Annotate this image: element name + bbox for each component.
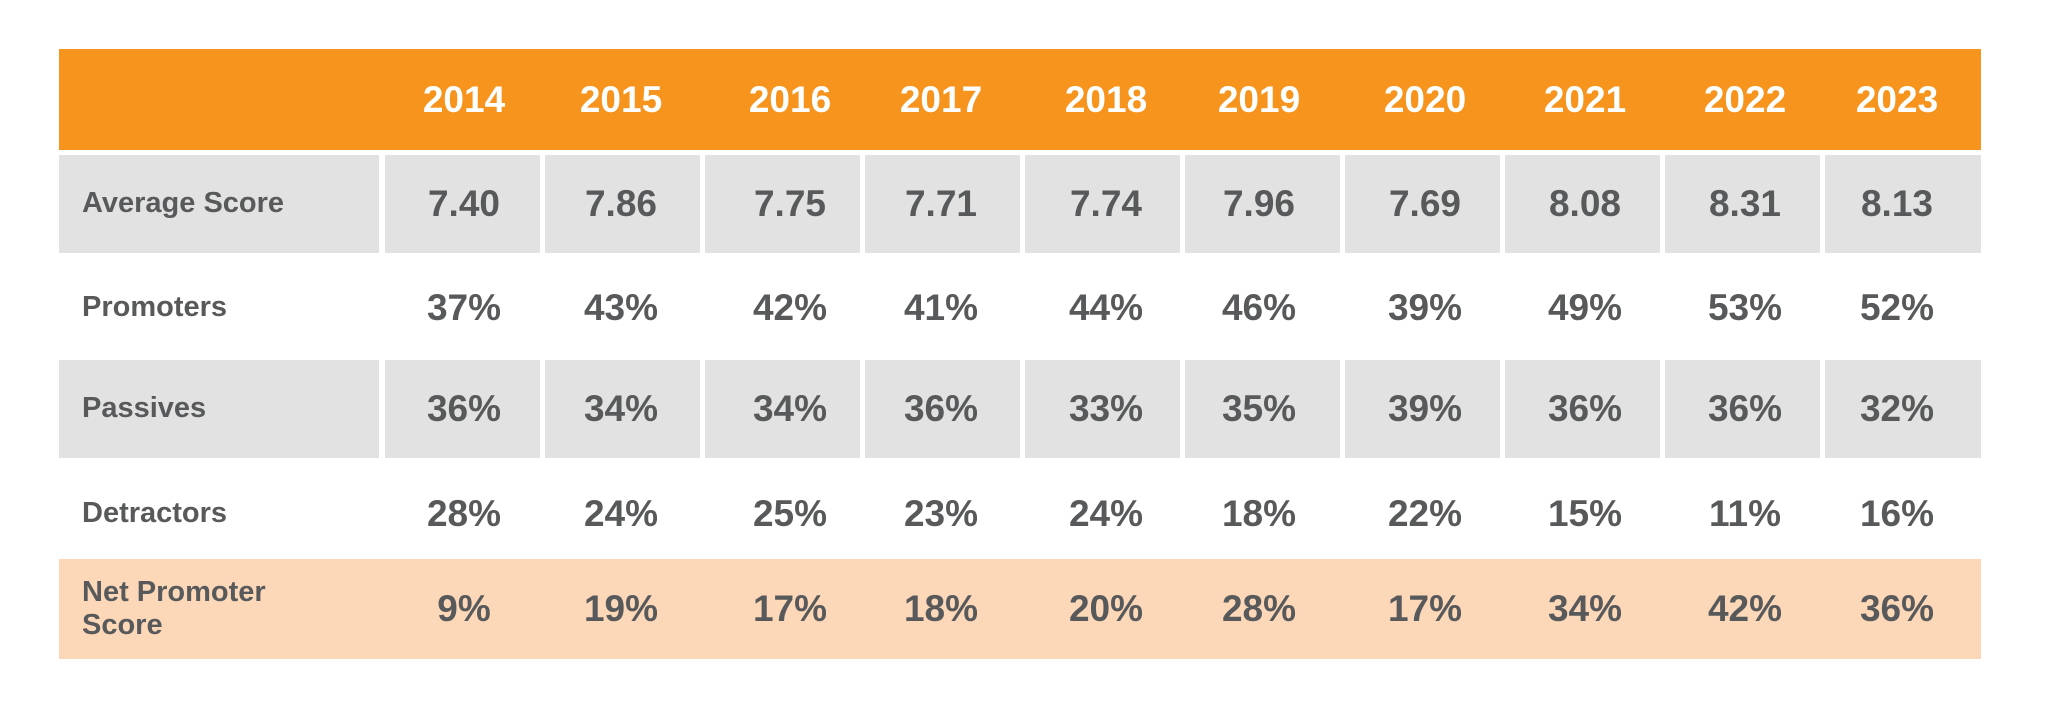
cell-promoters-2016: 42%: [752, 287, 828, 328]
cell-passives-2019: 35%: [1221, 388, 1297, 429]
column-header-2017: 2017: [899, 78, 983, 120]
cell-bg-average-score-2020: [1345, 155, 1500, 253]
cell-net-promoter-score-2023: 36%: [1859, 588, 1935, 629]
row-label-promoters: Promoters: [59, 259, 379, 357]
column-header-2015: 2015: [579, 78, 663, 120]
cell-bg-passives-2015: [545, 360, 700, 458]
row-label-average-score: Average Score: [59, 155, 379, 253]
cell-passives-2016: 34%: [752, 388, 828, 429]
cell-promoters-2019: 46%: [1221, 287, 1297, 328]
cell-net-promoter-score-2018: 20%: [1068, 588, 1144, 629]
cell-bg-passives-2021: [1505, 360, 1660, 458]
cell-bg-average-score-2017: [865, 155, 1020, 253]
cell-bg-passives-2016: [705, 360, 860, 458]
cell-passives-2018: 33%: [1068, 388, 1144, 429]
cell-detractors-2022: 11%: [1708, 493, 1781, 534]
cell-bg-average-score-2018: [1025, 155, 1180, 253]
cell-average-score-2015: 7.86: [584, 183, 657, 224]
row-label-passives: Passives: [59, 360, 379, 458]
cell-average-score-2017: 7.71: [904, 183, 977, 224]
row-label-text: Promoters: [82, 291, 228, 324]
column-header-2022: 2022: [1703, 78, 1787, 120]
cell-detractors-2020: 22%: [1387, 493, 1463, 534]
column-header-2023: 2023: [1855, 78, 1939, 120]
column-header-2016: 2016: [748, 78, 832, 120]
cell-passives-2014: 36%: [426, 388, 502, 429]
cell-promoters-2023: 52%: [1859, 287, 1935, 328]
cell-passives-2021: 36%: [1547, 388, 1623, 429]
cell-promoters-2021: 49%: [1547, 287, 1623, 328]
column-header-2018: 2018: [1064, 78, 1148, 120]
cell-passives-2023: 32%: [1859, 388, 1935, 429]
cell-average-score-2019: 7.96: [1222, 183, 1295, 224]
cell-promoters-2022: 53%: [1707, 287, 1783, 328]
cell-bg-passives-2018: [1025, 360, 1180, 458]
cell-bg-average-score-2023: [1825, 155, 1981, 253]
cell-bg-average-score-2019: [1185, 155, 1340, 253]
cell-promoters-2017: 41%: [903, 287, 979, 328]
column-header-2021: 2021: [1543, 78, 1627, 120]
row-label-text: Net Promoter Score: [82, 575, 266, 641]
row-label-text: Average Score: [82, 187, 285, 220]
cell-net-promoter-score-2015: 19%: [583, 588, 659, 629]
cell-average-score-2020: 7.69: [1388, 183, 1461, 224]
cell-net-promoter-score-2017: 18%: [903, 588, 979, 629]
cell-detractors-2021: 15%: [1547, 493, 1623, 534]
cell-net-promoter-score-2021: 34%: [1547, 588, 1623, 629]
cell-detractors-2017: 23%: [903, 493, 979, 534]
cell-bg-average-score-2016: [705, 155, 860, 253]
cell-bg-passives-2023: [1825, 360, 1981, 458]
cell-detractors-2014: 28%: [426, 493, 502, 534]
cell-bg-passives-2017: [865, 360, 1020, 458]
column-header-2020: 2020: [1383, 78, 1467, 120]
cell-net-promoter-score-2020: 17%: [1387, 588, 1463, 629]
cell-detractors-2019: 18%: [1221, 493, 1297, 534]
cell-promoters-2020: 39%: [1387, 287, 1463, 328]
column-header-2014: 2014: [422, 78, 506, 120]
cell-average-score-2022: 8.31: [1708, 183, 1781, 224]
cell-net-promoter-score-2016: 17%: [752, 588, 828, 629]
cell-average-score-2021: 8.08: [1548, 183, 1621, 224]
cell-bg-passives-2020: [1345, 360, 1500, 458]
cell-bg-average-score-2022: [1665, 155, 1820, 253]
table-header-bar: [59, 49, 1981, 150]
cell-net-promoter-score-2022: 42%: [1707, 588, 1783, 629]
cell-promoters-2018: 44%: [1068, 287, 1144, 328]
cell-passives-2020: 39%: [1387, 388, 1463, 429]
cell-bg-average-score-2014: [385, 155, 540, 253]
cell-detractors-2023: 16%: [1859, 493, 1935, 534]
row-label-text: Detractors: [82, 497, 228, 530]
cell-detractors-2018: 24%: [1068, 493, 1144, 534]
cell-average-score-2014: 7.40: [427, 183, 500, 224]
cell-passives-2022: 36%: [1707, 388, 1783, 429]
cell-bg-passives-2022: [1665, 360, 1820, 458]
cell-bg-passives-2019: [1185, 360, 1340, 458]
cell-net-promoter-score-2019: 28%: [1221, 588, 1297, 629]
cell-bg-average-score-2021: [1505, 155, 1660, 253]
row-label-text: Passives: [82, 392, 207, 425]
cell-passives-2017: 36%: [903, 388, 979, 429]
cell-bg-average-score-2015: [545, 155, 700, 253]
cell-average-score-2023: 8.13: [1860, 183, 1933, 224]
cell-detractors-2016: 25%: [752, 493, 828, 534]
row-band-net-promoter-score: [59, 559, 1981, 659]
cell-detractors-2015: 24%: [583, 493, 659, 534]
cell-passives-2015: 34%: [583, 388, 659, 429]
cell-promoters-2014: 37%: [426, 287, 502, 328]
cell-bg-passives-2014: [385, 360, 540, 458]
cell-net-promoter-score-2014: 9%: [437, 588, 491, 629]
row-label-net-promoter-score: Net Promoter Score: [59, 559, 379, 659]
cell-average-score-2018: 7.74: [1069, 183, 1142, 224]
cell-promoters-2015: 43%: [583, 287, 659, 328]
column-header-2019: 2019: [1217, 78, 1301, 120]
row-label-detractors: Detractors: [59, 465, 379, 563]
cell-average-score-2016: 7.75: [753, 183, 826, 224]
